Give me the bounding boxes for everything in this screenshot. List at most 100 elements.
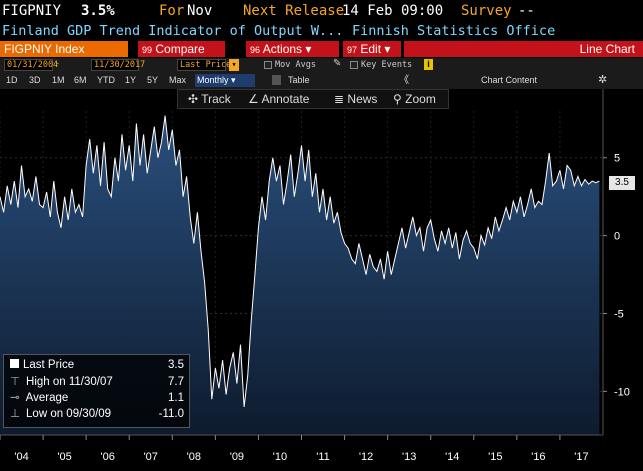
description: Finland GDP Trend Indicator of Output W.… [2,23,344,39]
info-icon[interactable]: i [424,59,433,70]
mov-avgs-label: Mov Avgs [275,60,316,70]
x-tick-label: '11 [316,451,330,463]
news-tool[interactable]: ≣ News [334,90,377,108]
key-events-checkbox[interactable] [350,61,358,69]
x-tick-label: '10 [273,451,287,463]
y-tick-label: -5 [614,309,624,321]
legend-value: 7.7 [168,376,184,388]
period-5y[interactable]: 5Y [147,75,159,85]
price-field-select[interactable]: Last Price [177,59,231,71]
chart-content-button[interactable]: Chart Content [481,75,538,85]
high-marker-icon: ⊤ [10,376,21,388]
source: Finnish Statistics Office [352,23,556,39]
settings-icon[interactable]: ✲ [598,74,608,86]
edit-menu[interactable]: 97 Edit ▾ [343,41,401,57]
x-tick-label: '14 [445,451,459,463]
news-icon: ≣ [334,92,345,106]
security-description: Finland GDP Trend Indicator of Output W.… [0,22,643,40]
legend-value: -11.0 [158,408,184,420]
legend-label: Low on 09/30/09 [26,408,112,420]
x-tick-label: '05 [57,451,71,463]
period-1y[interactable]: 1Y [125,75,137,85]
legend-row-high: ⊤ High on 11/30/07 7.7 [10,375,186,390]
price-line [0,115,600,408]
for-value: Nov [187,3,213,19]
frequency-dropdown-icon: ▾ [231,75,236,85]
mov-avgs-checkbox[interactable] [264,61,272,69]
x-tick-label: '17 [574,451,588,463]
period-6m[interactable]: 6M [74,75,87,85]
x-tick-label: '04 [14,451,28,463]
table-button[interactable]: Table [288,75,310,85]
next-release-value: 14 Feb 09:00 [342,3,444,19]
legend-label: Last Price [23,359,75,371]
legend-row-last-price: Last Price 3.5 [10,358,186,373]
survey-value: -- [518,3,535,19]
chart-toolbar: ✣ Track ∠ Annotate ≣ News ⚲ Zoom [177,89,449,109]
last-value: 3.5% [81,3,115,19]
price-field-dropdown-icon[interactable]: ▾ [229,59,239,71]
period-1d[interactable]: 1D [6,75,18,85]
y-tick-label: -10 [614,386,630,398]
legend-label: High on 11/30/07 [26,376,113,388]
actions-label: Actions [262,42,303,56]
x-tick-label: '16 [531,451,545,463]
period-ytd[interactable]: YTD [97,75,115,85]
period-max[interactable]: Max [169,75,187,85]
track-tool[interactable]: ✣ Track [188,90,231,108]
y-tick-label: 5 [614,153,620,165]
edit-dropdown-icon: ▾ [384,42,391,56]
menu-bar: FIGPNIY Index 99 Compare 96 Actions ▾ 97… [0,40,643,58]
track-label: Track [201,92,231,106]
compare-num: 99 [142,45,153,55]
annotate-label: Annotate [261,92,310,106]
date-separator: - [56,58,59,68]
actions-num: 96 [250,45,261,55]
period-1m[interactable]: 1M [52,75,65,85]
y-ticks: 5 0 -5 -10 [603,153,630,398]
end-date-field[interactable]: 11/30/2017 [91,59,145,71]
pencil-icon[interactable]: ✎ [333,58,342,69]
security-header: FIGPNIY 3.5% For Nov Next Release 14 Feb… [0,0,643,22]
zoom-tool[interactable]: ⚲ Zoom [393,90,436,108]
track-icon: ✣ [188,92,199,106]
square-icon [10,359,19,368]
legend-row-low: ⊥ Low on 09/30/09 -11.0 [10,407,186,422]
period-3d[interactable]: 3D [29,75,41,85]
x-tick-label: '13 [402,451,416,463]
chart-type-menu[interactable]: Line Chart [404,41,643,57]
chart-legend[interactable]: Last Price 3.5 ⊤ High on 11/30/07 7.7 ⊸ Av… [3,354,190,428]
legend-label: Average [25,392,69,404]
compare-label: Compare [155,42,205,56]
collapse-icon[interactable]: 《 [399,75,409,86]
table-toggle-icon[interactable] [272,75,281,85]
actions-menu[interactable]: 96 Actions ▾ [246,41,339,57]
security-field[interactable]: FIGPNIY Index [0,41,128,57]
ticker: FIGPNIY [2,3,62,19]
last-price-badge: 3.5 [609,176,635,190]
average-marker-icon: ⊸ [10,392,20,404]
x-ticks: '04 '05 '06 '07 '08 '09 '10 '11 '12 '13 '14 '15 '16 '… [0,435,589,463]
frequency-label: Monthly [197,75,229,85]
news-label: News [347,92,378,106]
annotate-tool[interactable]: ∠ Annotate [248,90,309,108]
x-tick-label: '09 [230,451,244,463]
compare-menu[interactable]: 99 Compare [138,41,225,57]
zoom-label: Zoom [405,92,436,106]
security-field-label: FIGPNIY Index [4,42,85,56]
period-bar: 1D 3D 1M 6M YTD 1Y 5Y Max Monthly ▾ Tabl… [0,72,643,89]
legend-row-average: ⊸ Average 1.1 [10,391,186,406]
for-label: For [159,3,185,19]
x-tick-label: '06 [101,451,115,463]
controls-bar: 01/31/2004 - 11/30/2017 Last Price ▾ Mov… [0,58,643,72]
legend-value: 1.1 [168,392,184,404]
chart-type-label: Line Chart [579,42,635,56]
x-tick-label: '12 [359,451,373,463]
frequency-select[interactable]: Monthly ▾ [195,74,255,87]
y-tick-label: 0 [614,231,620,243]
survey-label: Survey [461,3,512,19]
annotate-icon: ∠ [248,92,259,106]
edit-num: 97 [347,45,358,55]
start-date-field[interactable]: 01/31/2004 [4,59,58,71]
low-marker-icon: ⊥ [10,408,21,420]
